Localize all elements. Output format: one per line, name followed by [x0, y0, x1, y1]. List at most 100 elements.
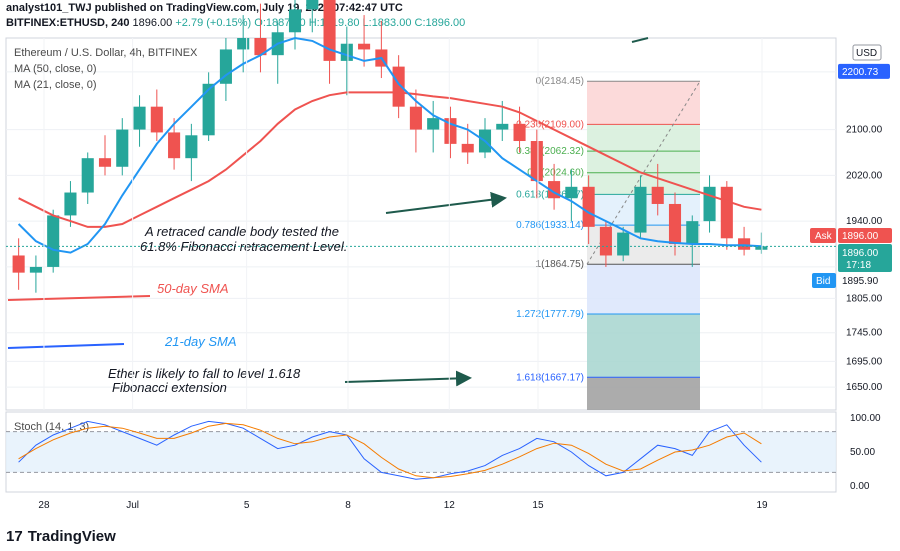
time-axis-tick: 19	[756, 500, 768, 511]
header-line-1: analyst101_TWJ published on TradingView.…	[6, 2, 403, 14]
candle-body	[530, 141, 543, 182]
candle-body	[29, 266, 42, 273]
sma21-annotation: 21-day SMA	[164, 334, 237, 349]
last-price: 1896.00	[132, 17, 173, 29]
candle-body	[686, 221, 699, 245]
current-price-label: 1896.00	[842, 248, 879, 259]
stoch-k-line	[18, 420, 762, 480]
candle-body	[617, 232, 630, 256]
stoch-axis-tick: 0.00	[850, 481, 870, 492]
candle-body	[513, 123, 526, 142]
candle-body	[168, 132, 181, 159]
fib-level-label: 0.786(1933.14)	[516, 220, 584, 231]
candle-body	[461, 143, 474, 153]
time-axis-tick: 8	[345, 500, 351, 511]
symbol-label: BITFINEX:ETHUSD, 240	[6, 17, 130, 29]
bid-price-label: 1895.90	[842, 276, 879, 287]
ma21-legend: MA (21, close, 0)	[14, 79, 97, 91]
candle-body	[219, 49, 232, 84]
ask-price-label: 1896.00	[842, 231, 879, 242]
ask-tag: Ask	[815, 231, 833, 242]
candle-body	[47, 215, 60, 267]
fall-annotation-line2: Fibonacci extension	[112, 380, 227, 395]
ma21-line	[17, 36, 762, 254]
fib-level-label: 0.382(2062.32)	[516, 146, 584, 157]
currency-badge-bg	[852, 44, 882, 61]
countdown-label: 17:18	[846, 260, 871, 271]
stoch-band	[6, 431, 836, 473]
candle-body	[237, 38, 250, 50]
price-axis-tick: 2020.00	[846, 170, 883, 181]
tradingview-footer: 17 TradingView	[6, 526, 116, 546]
retrace-annotation-line2: 61.8% Fibonacci retracement Level.	[140, 239, 347, 254]
bid-tag-bg	[812, 273, 836, 288]
candle-body	[306, 0, 319, 10]
candle-body	[565, 186, 578, 199]
time-axis-tick: 15	[532, 500, 544, 511]
fib-zone-0236-0382	[587, 124, 700, 152]
ma50-legend: MA (50, close, 0)	[14, 63, 97, 75]
fib-level-label: 1(1864.75)	[536, 259, 584, 270]
candle-body	[409, 106, 422, 130]
current-price-bg	[838, 244, 892, 272]
candle-body	[496, 123, 509, 130]
stoch-legend: Stoch (14, 1, 3)	[14, 421, 89, 433]
candle-body	[358, 43, 371, 50]
fib-level-label: 0.236(2109.00)	[516, 119, 584, 130]
ma50-line	[18, 91, 762, 228]
stoch-d-line	[18, 422, 762, 479]
top-arrow-fragment	[631, 37, 649, 43]
last-high-label-bg	[838, 63, 890, 79]
stoch-axis-tick: 50.00	[850, 447, 875, 458]
currency-label: USD	[856, 48, 877, 59]
fib-level-label: 0(2184.45)	[536, 76, 584, 87]
tradingview-logo-icon: 17	[6, 527, 23, 545]
sma21-guide-line	[7, 343, 125, 349]
fib-level-label: 1.618(1667.17)	[516, 372, 584, 383]
candle-body	[634, 186, 647, 233]
candle-body	[720, 186, 733, 239]
time-axis-tick: Jul	[126, 500, 139, 511]
price-change: +2.79 (+0.15%)	[175, 17, 252, 29]
time-axis-tick: 12	[444, 500, 456, 511]
candle-body	[81, 158, 94, 193]
time-axis-tick: 5	[244, 500, 250, 511]
candle-body	[323, 0, 336, 61]
bid-tag: Bid	[816, 276, 830, 287]
candle-body	[288, 9, 302, 33]
candle-body	[427, 118, 440, 130]
ohlc-values: O:1887.00 H:1919.80 L:1883.00 C:1896.00	[254, 17, 466, 29]
price-axis-tick: 2100.00	[846, 125, 883, 136]
candle-body	[185, 135, 198, 159]
stoch-axis-tick: 100.00	[850, 413, 881, 424]
price-axis-tick: 1745.00	[846, 328, 883, 339]
retrace-arrow	[385, 191, 507, 214]
candle-body	[340, 43, 353, 61]
fib-zone-1272-1618	[587, 313, 700, 378]
sma50-guide-line	[7, 295, 151, 301]
candle-body	[133, 106, 146, 130]
fib-level-label: 1.272(1777.79)	[516, 309, 584, 320]
price-axis-tick: 1805.00	[846, 293, 883, 304]
candle-body	[651, 186, 664, 204]
fib-zone-1-1272	[587, 264, 700, 314]
fib-zone-below-1618	[587, 377, 700, 410]
candle-body	[116, 129, 129, 167]
candle-body	[150, 106, 163, 133]
fall-annotation-line1: Ether is likely to fall to level 1.618	[108, 366, 301, 381]
price-axis-tick: 1695.00	[846, 356, 883, 367]
chart-title-legend: Ethereum / U.S. Dollar, 4h, BITFINEX	[14, 47, 198, 59]
fib-level-label: 0.5(2024.60)	[527, 168, 584, 179]
candle-body	[755, 246, 768, 250]
candle-body	[64, 192, 77, 216]
candle-body	[202, 83, 215, 136]
candle-body	[392, 66, 405, 107]
header-line-2: BITFINEX:ETHUSD, 240 1896.00 +2.79 (+0.1…	[6, 17, 465, 29]
candle-body	[703, 186, 716, 222]
bid-price-label-bg	[838, 273, 892, 288]
time-axis-tick: 28	[38, 500, 50, 511]
price-axis-tick: 1940.00	[846, 216, 883, 227]
candle-body	[12, 255, 25, 273]
tradingview-brand: TradingView	[27, 527, 116, 545]
